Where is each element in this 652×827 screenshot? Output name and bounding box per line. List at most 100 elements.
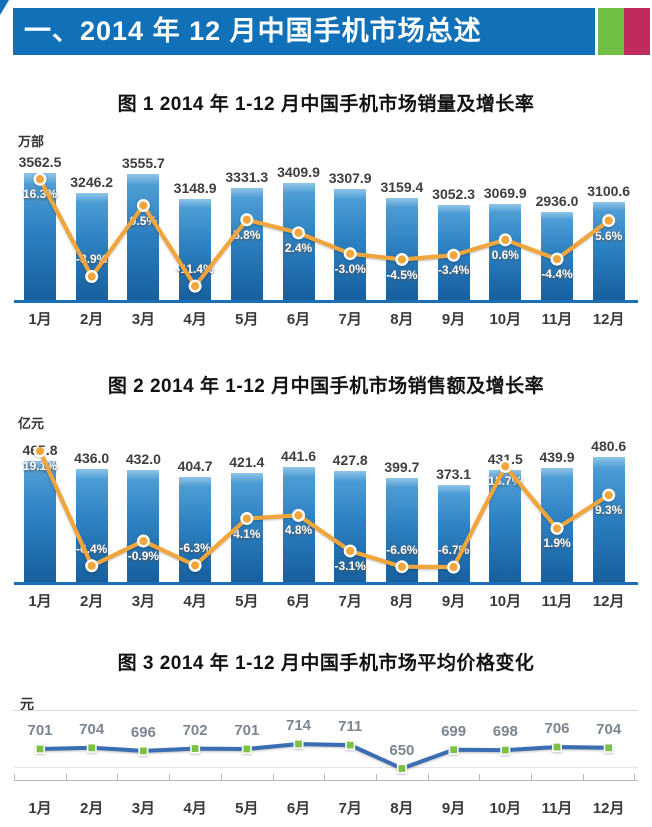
bar-value-label: 373.1 [436, 466, 472, 483]
month-label-7月: 7月 [338, 311, 362, 328]
bar-12月 [592, 457, 625, 582]
growth-rate-label: 5.6% [595, 228, 623, 243]
axis-tick [427, 774, 429, 780]
axis-tick [634, 774, 636, 780]
growth-marker [292, 508, 306, 522]
bar-value-label: 399.7 [384, 459, 420, 476]
growth-rate-label: -0.9% [127, 549, 160, 564]
section-header-bar: 一、2014 年 12 月中国手机市场总述 [13, 8, 595, 55]
bar-value-label: 3307.9 [328, 170, 372, 187]
figure2-plot-area: 465.819.1%436.0-6.4%432.0-0.9%404.7-6.3%… [14, 438, 638, 582]
price-marker [345, 740, 356, 751]
month-label-10月: 10月 [489, 311, 522, 328]
growth-rate-label: -4.5% [386, 267, 418, 282]
growth-rate-label: 2.4% [284, 240, 313, 255]
bar-value-label: 3052.3 [432, 185, 475, 202]
growth-marker [447, 560, 461, 574]
growth-rate-label: 0.6% [491, 247, 519, 262]
month-label-7月: 7月 [338, 800, 362, 817]
bar-value-label: 404.7 [177, 457, 213, 474]
price-value-label: 702 [182, 721, 208, 739]
average-price-line [34, 738, 614, 774]
month-label-12月: 12月 [592, 593, 625, 610]
bar-7月 [334, 189, 367, 300]
figure2-x-axis-line [14, 582, 638, 585]
growth-rate-label: -6.3% [179, 541, 211, 556]
month-label-3月: 3月 [131, 593, 156, 610]
price-marker [241, 743, 252, 754]
growth-rate-label: -3.1% [334, 558, 366, 573]
price-value-label: 706 [544, 720, 570, 738]
axis-tick [324, 774, 326, 780]
bar-value-label: 436.0 [74, 449, 110, 466]
figure1-month-axis: 1月 2月 3月 4月 5月 6月 7月 8月 9月 10月 11月 12月 [14, 308, 638, 328]
month-label-12月: 12月 [592, 311, 625, 328]
growth-rate-label: 1.9% [543, 536, 571, 551]
growth-marker [395, 252, 409, 266]
axis-tick [479, 774, 481, 780]
bar-value-label: 432.0 [125, 450, 161, 467]
bar-1月 [24, 173, 56, 300]
bar-8月 [385, 198, 418, 300]
growth-marker [33, 172, 47, 186]
axis-tick [531, 774, 532, 780]
axis-tick [14, 774, 15, 780]
month-label-8月: 8月 [390, 593, 414, 610]
axis-tick [272, 774, 274, 780]
figure3-title: 图 3 2014 年 1-12 月中国手机市场平均价格变化 [117, 653, 535, 674]
month-label-9月: 9月 [441, 311, 466, 328]
bar-value-label: 3331.3 [225, 168, 269, 185]
bar-value-label: 3562.5 [18, 154, 62, 171]
price-value-label: 698 [492, 723, 518, 741]
growth-marker [550, 521, 564, 535]
bar-3月 [127, 173, 160, 300]
month-label-4月: 4月 [183, 800, 207, 817]
growth-marker [240, 512, 254, 526]
month-label-6月: 6月 [286, 593, 311, 610]
growth-marker [602, 488, 616, 502]
bar-7月 [334, 470, 367, 582]
bar-value-label: 480.6 [591, 438, 627, 455]
figure2-unit-label: 亿元 [18, 416, 45, 431]
growth-rate-label: 4.1% [233, 526, 261, 541]
month-label-5月: 5月 [235, 311, 259, 328]
price-marker [448, 744, 459, 755]
month-label-8月: 8月 [390, 311, 414, 328]
page-corner-mark [0, 0, 9, 15]
growth-rate-label: 4.8% [284, 523, 313, 538]
growth-marker [188, 279, 202, 293]
bar-10月 [489, 203, 522, 300]
bar-value-label: 3069.9 [483, 184, 527, 201]
bar-value-label: 3148.9 [173, 179, 217, 196]
growth-rate-line [33, 447, 616, 574]
growth-marker [602, 214, 616, 228]
growth-rate-label: -3.4% [437, 263, 470, 278]
header-accent-red [624, 8, 650, 55]
price-marker [34, 743, 45, 754]
growth-marker [136, 199, 150, 213]
figure3-plot-area: 701 704 696 702 701 714 711 650 699 698 706 704 [14, 710, 638, 781]
figure2-sales-revenue-chart: 亿元 465.819.1%436.0-6.4%432.0-0.9%404.7-6… [0, 410, 652, 615]
month-label-9月: 9月 [441, 593, 466, 610]
header-accent-green [598, 8, 624, 55]
growth-rate-label: -3.0% [334, 261, 366, 276]
month-label-8月: 8月 [390, 800, 414, 817]
bar-value-label: 3159.4 [380, 179, 424, 196]
figure1-unit-label: 万部 [18, 134, 45, 149]
price-value-label: 699 [441, 722, 467, 740]
price-value-label: 714 [285, 716, 312, 734]
price-marker [190, 743, 201, 754]
growth-marker [498, 459, 512, 473]
growth-marker [85, 269, 99, 283]
month-label-6月: 6月 [286, 800, 311, 817]
bar-3月 [127, 469, 160, 582]
price-marker [500, 745, 511, 756]
figure3-x-axis-line [14, 780, 638, 781]
bar-value-label: 427.8 [332, 451, 368, 468]
bar-1月 [24, 461, 56, 582]
month-label-2月: 2月 [80, 800, 104, 817]
price-marker [293, 738, 304, 749]
bar-value-label: 421.4 [229, 453, 265, 470]
growth-marker [498, 233, 512, 247]
bar-6月 [282, 182, 315, 300]
